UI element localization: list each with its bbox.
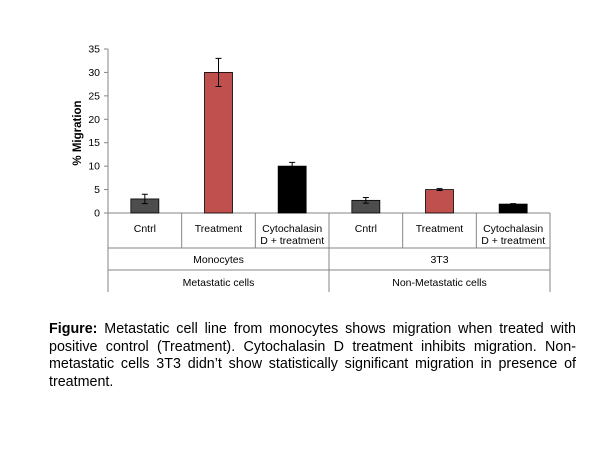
x-supergroup-label: Non-Metastatic cells — [392, 277, 487, 289]
y-tick-label: 15 — [88, 137, 100, 149]
x-category-label: Cytochalasin — [262, 223, 322, 235]
x-category-label: Cytochalasin — [483, 223, 543, 235]
y-tick-label: 5 — [94, 184, 100, 196]
y-tick-label: 25 — [88, 90, 100, 102]
bar — [277, 165, 307, 214]
bar — [204, 72, 233, 214]
y-tick-label: 20 — [88, 114, 100, 126]
x-category-label: D + treatment — [260, 235, 324, 247]
y-tick-label: 30 — [88, 67, 100, 79]
x-supergroup-label: Metastatic cells — [183, 277, 255, 289]
bar — [498, 203, 528, 214]
y-axis-title: % Migration — [72, 100, 84, 165]
x-category-label: Cntrl — [134, 223, 156, 235]
caption-text: Metastatic cell line from monocytes show… — [49, 321, 576, 390]
x-category-label: Cntrl — [355, 223, 377, 235]
x-group-label: Monocytes — [193, 254, 244, 266]
figure-caption: Figure: Metastatic cell line from monocy… — [49, 321, 576, 391]
bar-chart: 0 5 10 15 20 25 30 35 % Migration Cntrl Treatment C… — [72, 44, 551, 292]
caption-label: Figure: — [49, 321, 98, 337]
y-tick-label: 35 — [88, 44, 100, 56]
x-category-label: D + treatment — [481, 235, 545, 247]
x-group-label: 3T3 — [430, 254, 448, 266]
y-tick-label: 10 — [88, 161, 100, 173]
y-tick-label: 0 — [94, 208, 100, 220]
x-category-label: Treatment — [195, 223, 243, 235]
x-category-label: Treatment — [416, 223, 464, 235]
bar — [425, 189, 454, 214]
